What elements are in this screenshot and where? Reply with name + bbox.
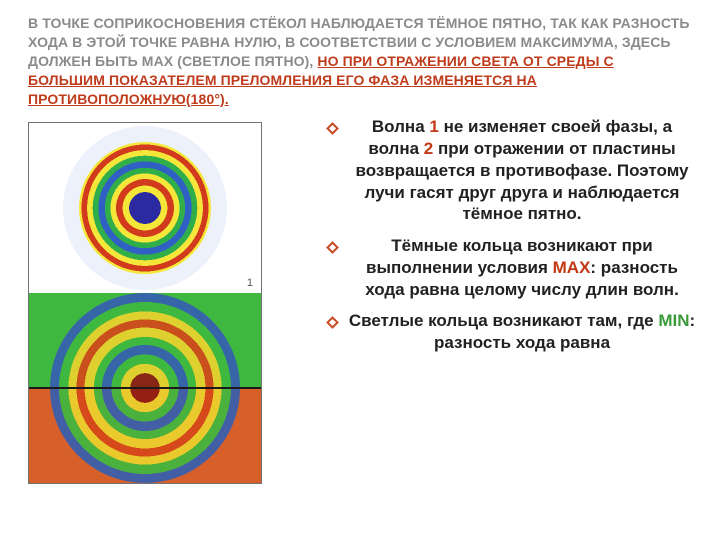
- bullet-3-prefix: Светлые кольца возникают там, где: [349, 311, 659, 330]
- text-column: Волна 1 не изменяет своей фазы, а волна …: [288, 116, 706, 484]
- bullet-1-prefix: Волна: [372, 117, 429, 136]
- content-row: 1 2 3 Волна 1 не изменяет своей фазы, а …: [0, 116, 720, 484]
- newtons-rings-colored: [79, 142, 211, 274]
- bullet-2: Тёмные кольца возникают при выполнении у…: [328, 235, 698, 300]
- figure-top-rings: 1: [29, 123, 261, 293]
- figure-column: 1 2 3: [28, 116, 288, 484]
- slide-title: В ТОЧКЕ СОПРИКОСНОВЕНИЯ СТЁКОЛ НАБЛЮДАЕТ…: [0, 0, 720, 116]
- bullet-2-hl1: MAX: [553, 258, 591, 277]
- media-divider: [29, 387, 261, 389]
- ring-label-1: 1: [247, 277, 253, 289]
- figure-bottom-split: 2 3: [29, 293, 261, 483]
- figure-frame: 1 2 3: [28, 122, 262, 484]
- bullet-1: Волна 1 не изменяет своей фазы, а волна …: [328, 116, 698, 225]
- slide: В ТОЧКЕ СОПРИКОСНОВЕНИЯ СТЁКОЛ НАБЛЮДАЕТ…: [0, 0, 720, 540]
- bullet-1-hl2: 2: [424, 139, 433, 158]
- bullet-1-hl1: 1: [429, 117, 438, 136]
- bullet-list: Волна 1 не изменяет своей фазы, а волна …: [328, 116, 698, 354]
- bullet-3: Светлые кольца возникают там, где MIN: р…: [328, 310, 698, 354]
- bullet-3-hl1: MIN: [658, 311, 689, 330]
